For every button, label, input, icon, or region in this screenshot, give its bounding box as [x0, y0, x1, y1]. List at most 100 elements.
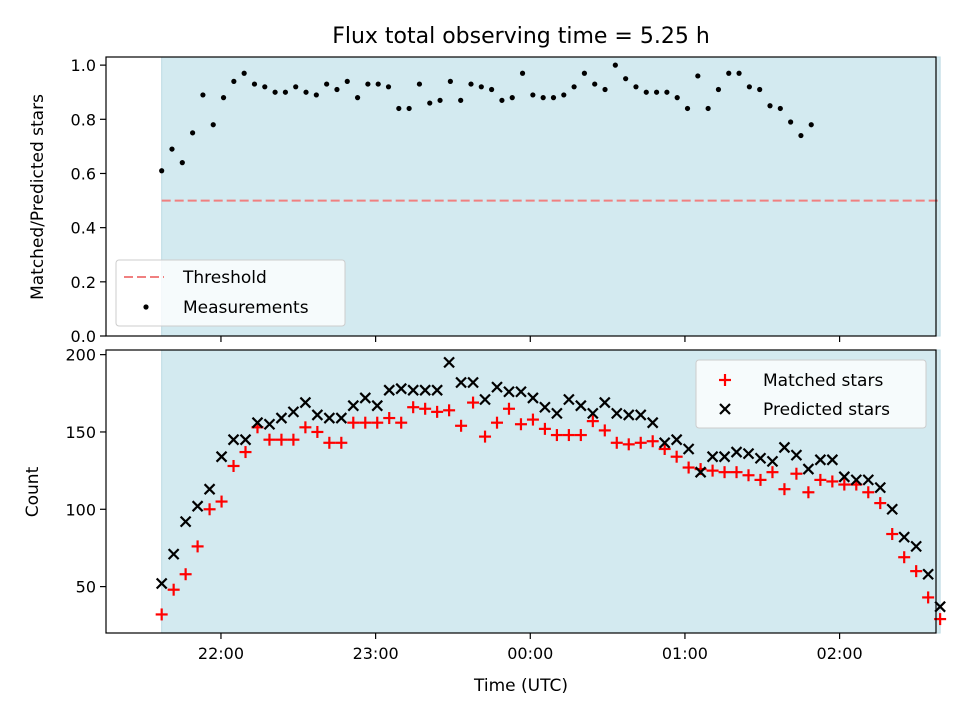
predicted-legend-label: Predicted stars — [763, 400, 890, 420]
measurement-point — [788, 119, 794, 125]
matched-star-point — [191, 540, 204, 553]
matched-star-point — [670, 450, 683, 463]
predicted-star-point — [778, 441, 791, 454]
matched-star-point — [862, 486, 875, 499]
measurement-point — [251, 81, 258, 87]
measurement-point — [581, 70, 588, 76]
predicted-star-point — [898, 531, 910, 543]
bottom-yaxis-ticks: 50 100 150 200 — [65, 346, 106, 597]
matched-star-point — [622, 438, 635, 451]
measurement-point — [550, 95, 557, 101]
predicted-star-point — [431, 384, 443, 396]
measurement-point — [612, 62, 618, 68]
predicted-star-point — [491, 381, 503, 393]
bottom-xaxis-ticks: 22:00 23:00 00:00 01:00 02:00 — [198, 633, 863, 663]
measurement-point — [313, 92, 319, 98]
matched-star-point — [778, 483, 791, 496]
top-legend: Threshold Measurements — [115, 259, 346, 327]
predicted-star-point — [251, 416, 264, 429]
predicted-star-point — [670, 433, 683, 446]
predicted-star-point — [179, 515, 192, 528]
threshold-legend-label: Threshold — [182, 268, 267, 288]
predicted-star-point — [563, 393, 575, 406]
predicted-star-point — [766, 455, 779, 468]
measurement-point — [190, 130, 196, 136]
matched-star-point — [491, 416, 504, 429]
predicted-star-point — [802, 463, 815, 475]
predicted-star-point — [311, 409, 324, 421]
measurement-point — [231, 78, 237, 84]
bottom-panel: 50 100 150 200 22:00 23:00 00:00 01:00 02:00 Co… — [23, 346, 947, 696]
matched-star-point — [299, 421, 312, 434]
predicted-star-point — [503, 385, 515, 398]
predicted-star-point — [203, 483, 216, 495]
figure-title: Flux total observing time = 5.25 h — [332, 24, 710, 49]
bottom-legend-box — [695, 359, 927, 429]
measurement-point — [437, 97, 443, 103]
predicted-star-point — [922, 568, 934, 581]
matched-star-point — [538, 422, 551, 435]
xtick-label: 02:00 — [817, 644, 863, 663]
predicted-star-point — [658, 437, 671, 449]
predicted-star-point — [263, 418, 276, 431]
matched-legend-swatch — [719, 374, 731, 386]
measurements-legend-swatch — [143, 304, 149, 310]
predicted-star-point — [323, 412, 336, 424]
measurement-point — [489, 86, 495, 93]
predicted-star-point — [694, 466, 707, 478]
predicted-star-point — [155, 577, 168, 590]
matched-star-point — [479, 430, 492, 443]
matched-star-point — [922, 591, 935, 604]
matched-star-point — [455, 419, 468, 432]
matched-legend-label: Matched stars — [763, 371, 883, 391]
xtick-label: 01:00 — [662, 644, 708, 663]
matched-star-point — [826, 475, 839, 488]
matched-star-point — [550, 429, 563, 442]
matched-star-point — [347, 416, 360, 429]
matched-star-point — [239, 446, 252, 459]
predicted-star-point — [838, 471, 851, 483]
predicted-star-point — [335, 412, 348, 424]
predicted-star-point — [754, 452, 767, 465]
predicted-star-point — [850, 474, 863, 486]
measurement-point — [519, 70, 526, 76]
ytick-label: 0.2 — [71, 273, 96, 292]
measurement-point — [767, 103, 773, 109]
predicted-star-point — [682, 443, 695, 455]
matched-star-point — [502, 402, 515, 415]
matched-star-point — [898, 551, 911, 564]
measurement-point — [643, 89, 649, 95]
matched-star-point — [754, 473, 767, 486]
matched-star-point — [203, 503, 216, 516]
matched-star-point — [467, 396, 480, 409]
matched-star-point — [514, 418, 527, 431]
measurement-point — [447, 78, 453, 84]
predicted-star-point — [443, 356, 455, 369]
measurement-point — [746, 84, 752, 90]
matched-star-point — [766, 466, 779, 479]
matched-star-point — [311, 425, 324, 438]
measurement-point — [571, 84, 577, 90]
matched-star-point — [167, 583, 180, 596]
predicted-star-point — [599, 396, 611, 409]
matched-star-point — [431, 405, 444, 418]
predicted-star-point — [215, 450, 228, 463]
predicted-star-point — [191, 500, 204, 512]
predicted-star-point — [634, 409, 647, 421]
top-yaxis-ticks: 0.0 0.2 0.4 0.6 0.8 1.0 — [71, 56, 106, 346]
ytick-label: 100 — [65, 500, 96, 519]
measurement-point — [416, 81, 423, 87]
predicted-star-point — [862, 474, 875, 486]
predicted-star-point — [479, 393, 491, 406]
matched-star-point — [742, 469, 755, 482]
measurement-point — [406, 105, 412, 112]
measurement-point — [241, 70, 247, 76]
measurement-point — [396, 105, 402, 112]
matched-star-point — [419, 402, 432, 415]
predicted-star-point — [167, 548, 180, 560]
matched-star-point — [526, 413, 539, 426]
measurement-point — [365, 81, 371, 87]
ytick-label: 150 — [65, 423, 96, 442]
measurement-point — [777, 105, 783, 112]
measurement-point — [592, 81, 598, 87]
